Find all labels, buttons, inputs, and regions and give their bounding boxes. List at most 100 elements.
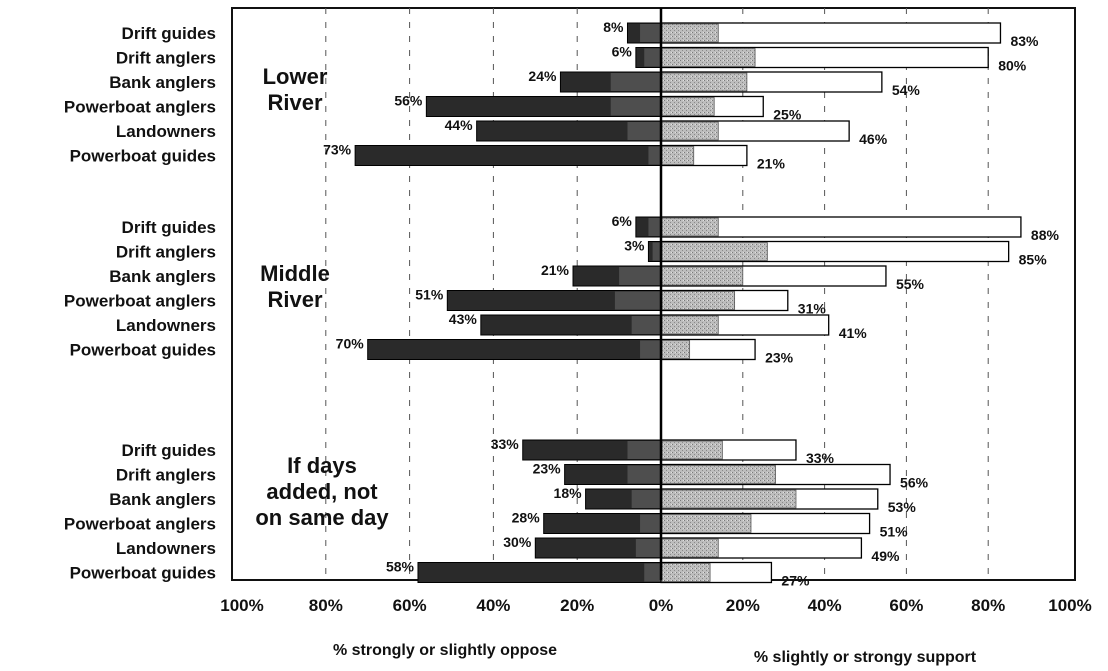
slight-support-segment	[661, 465, 776, 484]
slight-support-segment	[661, 121, 719, 141]
oppose-value-label: 28%	[512, 510, 541, 526]
slight-oppose-segment	[640, 24, 661, 42]
slight-oppose-segment	[648, 218, 661, 236]
category-label: Powerboat guides	[70, 147, 216, 166]
category-label: Powerboat guides	[70, 564, 216, 583]
category-label: Powerboat anglers	[64, 292, 216, 311]
category-label: Powerboat anglers	[64, 98, 216, 117]
section-label: Middle	[260, 261, 330, 286]
oppose-value-label: 51%	[415, 287, 444, 303]
slight-support-segment	[661, 489, 797, 509]
category-label: Drift guides	[122, 441, 216, 460]
slight-oppose-segment	[644, 48, 661, 67]
category-label: Bank anglers	[109, 267, 216, 286]
oppose-value-label: 33%	[491, 436, 520, 452]
slight-oppose-segment	[610, 73, 661, 91]
slight-oppose-segment	[627, 441, 661, 459]
slight-support-segment	[661, 563, 711, 582]
support-value-label: 83%	[1010, 33, 1039, 49]
slight-support-segment	[661, 23, 719, 43]
oppose-value-label: 24%	[528, 68, 557, 84]
slight-support-segment	[661, 340, 691, 359]
support-value-label: 23%	[765, 350, 794, 366]
oppose-value-label: 56%	[394, 93, 423, 109]
slight-support-segment	[661, 440, 723, 460]
slight-support-segment	[661, 514, 752, 533]
slight-support-segment	[661, 97, 715, 116]
slight-support-segment	[661, 315, 719, 335]
oppose-value-label: 43%	[449, 311, 478, 327]
x-tick-label: 60%	[393, 596, 427, 615]
category-label: Bank anglers	[109, 490, 216, 509]
slight-oppose-segment	[610, 97, 661, 116]
support-value-label: 54%	[892, 82, 921, 98]
x-tick-label: 20%	[560, 596, 594, 615]
x-tick-label: 0%	[649, 596, 674, 615]
x-tick-label: 100%	[1048, 596, 1091, 615]
slight-oppose-segment	[614, 291, 661, 310]
oppose-value-label: 18%	[554, 485, 583, 501]
support-value-label: 56%	[900, 475, 929, 491]
slight-support-segment	[661, 72, 748, 92]
slight-oppose-segment	[640, 514, 661, 533]
slight-oppose-segment	[635, 539, 661, 557]
support-value-label: 33%	[806, 450, 835, 466]
support-value-label: 53%	[888, 499, 917, 515]
category-label: Powerboat guides	[70, 341, 216, 360]
section-label: Lower	[263, 64, 328, 89]
support-value-label: 46%	[859, 131, 888, 147]
oppose-value-label: 3%	[624, 238, 645, 254]
slight-oppose-segment	[627, 465, 661, 484]
section-label: on same day	[255, 505, 389, 530]
slight-support-segment	[661, 291, 736, 310]
support-value-label: 49%	[871, 548, 900, 564]
category-label: Landowners	[116, 539, 216, 558]
slight-oppose-segment	[644, 563, 661, 582]
x-tick-label: 60%	[889, 596, 923, 615]
slight-oppose-segment	[652, 242, 661, 261]
x-tick-label: 40%	[476, 596, 510, 615]
oppose-value-label: 44%	[445, 117, 474, 133]
oppose-bar	[354, 145, 662, 166]
oppose-value-label: 73%	[323, 142, 352, 158]
category-label: Powerboat anglers	[64, 515, 216, 534]
x-tick-label: 80%	[309, 596, 343, 615]
oppose-value-label: 21%	[541, 262, 570, 278]
category-label: Drift anglers	[116, 243, 216, 262]
category-label: Drift anglers	[116, 49, 216, 68]
support-value-label: 51%	[880, 524, 909, 540]
x-axis-label-support: % slightly or strongy support	[754, 649, 977, 666]
section-label: added, not	[266, 479, 378, 504]
slight-support-segment	[661, 538, 719, 558]
oppose-value-label: 30%	[503, 534, 532, 550]
oppose-value-label: 8%	[603, 19, 624, 35]
section-label: If days	[287, 453, 357, 478]
slight-support-segment	[661, 146, 695, 165]
category-label: Drift anglers	[116, 466, 216, 485]
support-value-label: 21%	[757, 156, 786, 172]
x-tick-label: 80%	[971, 596, 1005, 615]
slight-support-segment	[661, 266, 744, 286]
category-labels: Drift guides Drift anglers Bank anglers Pow…	[64, 24, 216, 583]
x-tick-label: 20%	[726, 596, 760, 615]
oppose-value-label: 23%	[533, 461, 562, 477]
x-axis-label-oppose: % strongly or slightly oppose	[333, 642, 557, 659]
slight-oppose-segment	[631, 316, 661, 334]
support-value-label: 88%	[1031, 227, 1060, 243]
category-label: Drift guides	[122, 218, 216, 237]
slight-oppose-segment	[627, 122, 661, 140]
slight-support-segment	[661, 242, 768, 261]
section-label: River	[267, 287, 322, 312]
oppose-value-label: 6%	[612, 44, 633, 60]
slight-oppose-segment	[631, 490, 661, 508]
x-tick-label: 40%	[808, 596, 842, 615]
oppose-bar	[367, 339, 662, 360]
support-value-label: 25%	[773, 107, 802, 123]
slight-support-segment	[661, 217, 719, 237]
section-label: River	[267, 90, 322, 115]
slight-oppose-segment	[619, 267, 661, 285]
slight-oppose-segment	[648, 146, 661, 165]
support-value-label: 55%	[896, 276, 925, 292]
